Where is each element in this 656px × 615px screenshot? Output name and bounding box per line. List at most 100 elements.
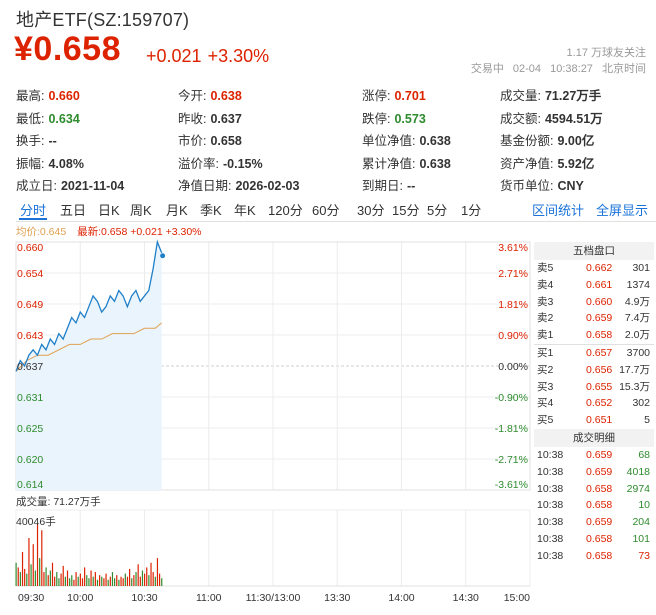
quote-cell: 单位净值: 0.638 (362, 130, 451, 149)
volume-bar (92, 576, 94, 586)
quote-row: 最低: 0.634 昨收: 0.637 跌停: 0.573 成交额: 4594.51万 (16, 105, 646, 128)
volume-bar (66, 570, 69, 586)
pct-tick-label: 2.71% (498, 268, 528, 280)
quote-cell: 跌停: 0.573 (362, 108, 426, 127)
orderbook-price: 0.657 (586, 346, 613, 359)
quote-value: -0.15% (222, 156, 263, 171)
volume-bar (96, 579, 99, 586)
tab-11[interactable]: 5分 (427, 203, 448, 218)
tab-2[interactable]: 日K (98, 203, 120, 218)
quote-label: 净值日期: (178, 179, 232, 193)
change-pct: +3.30% (207, 46, 270, 66)
volume-bar (56, 572, 58, 586)
y-tick-label: 0.620 (17, 454, 43, 466)
trade-volume: 4018 (626, 465, 650, 478)
trade-row: 10:38 0.658 73 (534, 548, 654, 565)
orderbook-price: 0.658 (586, 329, 613, 342)
quote-cell: 今开: 0.638 (178, 85, 242, 104)
volume-max-label: 40046手 (16, 516, 56, 528)
x-tick-label: 14:30 (453, 592, 479, 604)
quote-label: 最低: (16, 111, 45, 126)
tab-10[interactable]: 15分 (392, 203, 420, 218)
orderbook-level: 买4 (537, 397, 554, 410)
volume-title: 成交量: 71.27万手 (16, 496, 101, 508)
tab-1[interactable]: 五日 (60, 203, 87, 218)
orderbook-volume: 1374 (626, 278, 650, 291)
orderbook-price: 0.662 (586, 262, 613, 274)
volume-bar (109, 576, 111, 586)
volume-bar (99, 575, 101, 586)
volume-bar (26, 573, 28, 586)
volume-bar (141, 570, 144, 586)
tab-7[interactable]: 120分 (268, 203, 303, 218)
trade-volume: 10 (638, 499, 650, 512)
tab-12[interactable]: 1分 (461, 203, 482, 218)
quote-cell: 净值日期: 2026-02-03 (178, 175, 299, 194)
tab-8[interactable]: 60分 (312, 203, 340, 218)
volume-bar (111, 572, 114, 586)
trade-row: 10:38 0.658 10 (534, 497, 654, 514)
x-tick-label: 10:30 (131, 592, 157, 604)
volume-bar (129, 568, 131, 586)
quote-cell: 基金份额: 9.00亿 (500, 130, 594, 149)
orderbook-separator (534, 343, 654, 345)
quote-label: 跌停: (362, 111, 391, 126)
pct-tick-label: 1.81% (498, 299, 528, 311)
change-abs: +0.021 (146, 46, 202, 66)
volume-bar (73, 579, 75, 586)
orderbook-level: 买3 (537, 380, 554, 393)
volume-bar (28, 538, 30, 586)
volume-bar (101, 576, 103, 586)
orderbook-price: 0.656 (586, 363, 613, 376)
volume-bar (150, 562, 152, 586)
orderbook-volume: 15.3万 (619, 380, 650, 393)
volume-layer (15, 524, 163, 586)
orderbook-level: 卖3 (537, 295, 554, 308)
quote-label: 资产净值: (500, 156, 554, 171)
legend-avg: 均价:0.645 (16, 226, 67, 238)
trade-volume: 2974 (626, 482, 650, 495)
quote-label: 溢价率: (178, 156, 219, 171)
tab-5[interactable]: 季K (200, 203, 222, 218)
volume-bar (154, 576, 156, 586)
quote-value: -- (406, 179, 416, 193)
tab-3[interactable]: 周K (130, 203, 152, 218)
tab-6[interactable]: 年K (234, 203, 256, 218)
volume-bar (88, 578, 90, 586)
trade-time: 10:38 (537, 465, 564, 478)
quote-label: 最高: (16, 89, 45, 103)
followers-count[interactable]: 1.17 万球友关注 (566, 47, 646, 59)
tab-9[interactable]: 30分 (357, 203, 385, 218)
quote-label: 成交量: (500, 89, 541, 103)
volume-bar (41, 530, 43, 586)
quote-value: 0.638 (210, 89, 242, 103)
trade-row: 10:38 0.659 68 (534, 447, 654, 464)
trade-time: 10:38 (537, 549, 564, 562)
volume-bar (114, 578, 116, 586)
last-price-dot (160, 253, 166, 259)
fullscreen-button[interactable]: 全屏显示 (596, 203, 649, 218)
volume-bar (69, 578, 71, 586)
tab-0[interactable]: 分时 (20, 203, 47, 218)
volume-bar (139, 576, 141, 586)
y-tick-label: 0.637 (17, 361, 43, 373)
quote-cell: 成交额: 4594.51万 (500, 108, 603, 127)
quote-value: 0.638 (419, 156, 451, 171)
volume-bar (86, 575, 88, 586)
quote-cell: 资产净值: 5.92亿 (500, 153, 594, 172)
range-stats-button[interactable]: 区间统计 (532, 203, 585, 218)
tab-4[interactable]: 月K (166, 203, 188, 218)
chart-legend: 均价:0.645 最新:0.658 +0.021 +3.30% (16, 224, 202, 239)
quote-cell: 涨停: 0.701 (362, 85, 426, 104)
volume-bar (60, 573, 62, 586)
volume-bar (118, 579, 120, 586)
orderbook-price: 0.652 (586, 397, 613, 410)
volume-bar (122, 578, 124, 586)
quote-cell: 市价: 0.658 (178, 130, 242, 149)
volume-bar (81, 578, 84, 586)
orderbook-volume: 2.0万 (624, 329, 650, 342)
orderbook-level: 卖2 (537, 312, 554, 325)
orderbook-volume: 17.7万 (619, 363, 650, 376)
orderbook-row: 买3 0.655 15.3万 (534, 379, 654, 396)
